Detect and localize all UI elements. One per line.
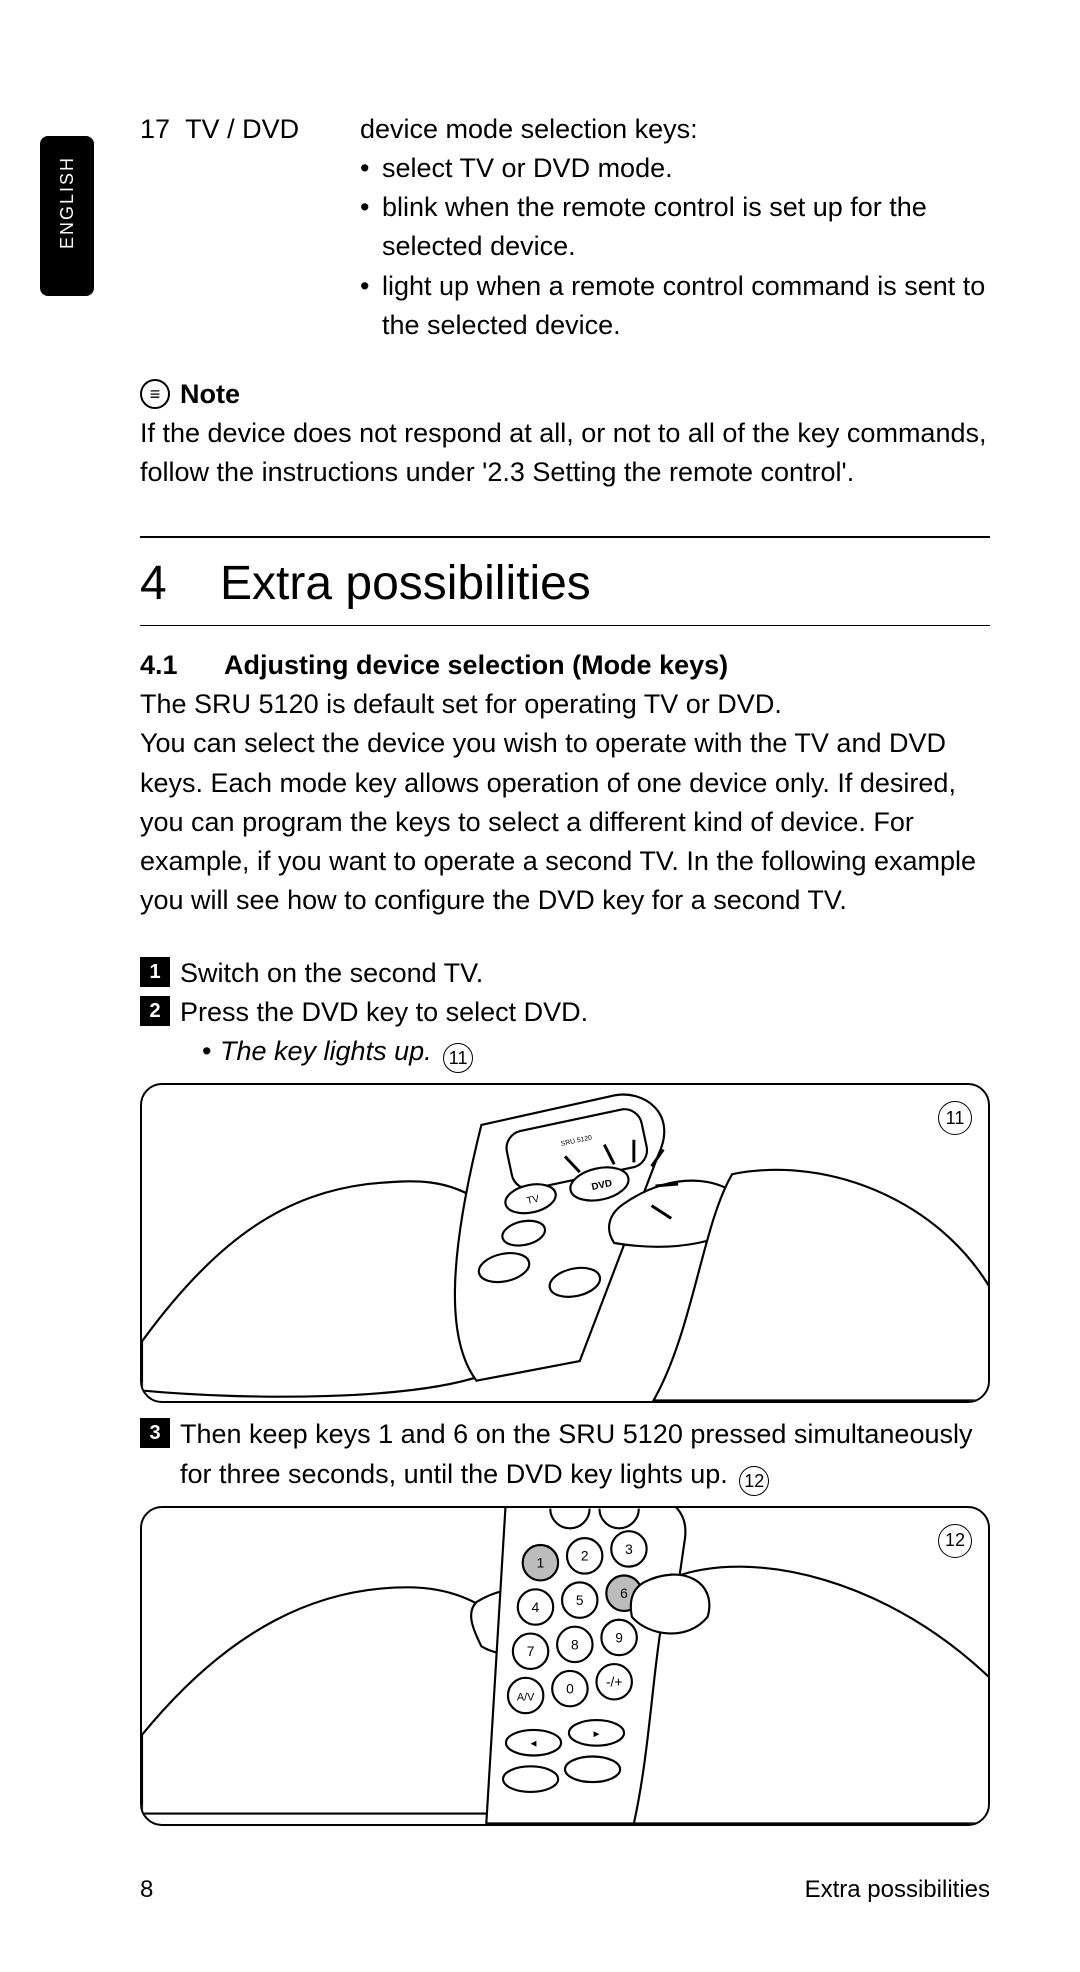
svg-text:8: 8 — [571, 1637, 579, 1652]
step-badge: 1 — [140, 957, 170, 987]
page-content: 17 TV / DVD device mode selection keys: … — [140, 110, 990, 1826]
svg-text:►: ► — [592, 1728, 602, 1739]
step-3: 3 Then keep keys 1 and 6 on the SRU 5120… — [140, 1415, 990, 1495]
page-number: 8 — [140, 1876, 153, 1904]
svg-text:3: 3 — [625, 1541, 633, 1556]
key-bullet: light up when a remote control command i… — [360, 267, 990, 345]
svg-text:0: 0 — [566, 1681, 574, 1696]
illustration-11-svg: TV DVD SRU 5120 — [142, 1085, 988, 1401]
footer-title: Extra possibilities — [805, 1876, 990, 1904]
step-2: 2 Press the DVD key to select DVD. The k… — [140, 993, 990, 1073]
steps-list-cont: 3 Then keep keys 1 and 6 on the SRU 5120… — [140, 1415, 990, 1495]
svg-text:◄: ◄ — [529, 1738, 539, 1749]
step-text: Press the DVD key to select DVD. The key… — [180, 993, 990, 1073]
steps-list: 1 Switch on the second TV. 2 Press the D… — [140, 954, 990, 1073]
step-2-sub: The key lights up. 11 — [180, 1032, 990, 1073]
svg-text:5: 5 — [576, 1593, 584, 1608]
key-description-17: 17 TV / DVD device mode selection keys: … — [140, 110, 990, 345]
key-17-label: 17 TV / DVD — [140, 110, 360, 345]
language-tab: ENGLISH — [40, 136, 94, 296]
note-block: ≡ Note If the device does not respond at… — [140, 375, 990, 492]
section-number: 4 — [140, 556, 220, 611]
svg-text:4: 4 — [532, 1600, 540, 1615]
key-bullet: select TV or DVD mode. — [360, 149, 990, 188]
svg-text:7: 7 — [527, 1644, 535, 1659]
svg-text:-/+: -/+ — [606, 1674, 622, 1689]
manual-page: ENGLISH 17 TV / DVD device mode selectio… — [0, 0, 1080, 1972]
subsection-body: The SRU 5120 is default set for operatin… — [140, 685, 990, 920]
step-badge: 2 — [140, 996, 170, 1026]
subsection-title: Adjusting device selection (Mode keys) — [224, 650, 728, 681]
note-text: If the device does not respond at all, o… — [140, 414, 990, 492]
note-heading: ≡ Note — [140, 375, 990, 414]
note-label: Note — [180, 375, 240, 414]
note-icon: ≡ — [140, 379, 170, 409]
subsection-number: 4.1 — [140, 650, 224, 681]
section-rule-bottom — [140, 625, 990, 626]
step-3-text: Then keep keys 1 and 6 on the SRU 5120 p… — [180, 1419, 972, 1488]
figure-ref-12: 12 — [739, 1466, 769, 1496]
step-badge: 3 — [140, 1418, 170, 1448]
key-intro: device mode selection keys: — [360, 110, 990, 149]
svg-text:9: 9 — [615, 1630, 623, 1645]
illustration-12: 12 — [140, 1506, 990, 1826]
step-1: 1 Switch on the second TV. — [140, 954, 990, 993]
page-footer: 8 Extra possibilities — [140, 1876, 990, 1904]
svg-text:2: 2 — [581, 1548, 589, 1563]
svg-text:1: 1 — [537, 1555, 545, 1570]
key-17-desc: device mode selection keys: select TV or… — [360, 110, 990, 345]
section-title: Extra possibilities — [220, 556, 591, 611]
section-rule-top — [140, 536, 990, 538]
figure-number-12: 12 — [938, 1524, 972, 1558]
language-label: ENGLISH — [57, 156, 78, 249]
key-number: 17 — [140, 114, 170, 144]
illustration-12-svg: 123 456 789 A/V0-/+ ◄► — [142, 1508, 988, 1824]
figure-ref-11: 11 — [443, 1043, 473, 1073]
illustration-11: 11 — [140, 1083, 990, 1403]
key-name: TV / DVD — [185, 114, 299, 144]
step-text: Then keep keys 1 and 6 on the SRU 5120 p… — [180, 1415, 990, 1495]
step-2-text: Press the DVD key to select DVD. — [180, 997, 588, 1027]
step-2-sub-text: The key lights up. — [220, 1036, 432, 1066]
section-heading: 4 Extra possibilities — [140, 556, 990, 611]
step-text: Switch on the second TV. — [180, 954, 990, 993]
subsection-heading: 4.1 Adjusting device selection (Mode key… — [140, 650, 990, 681]
svg-text:6: 6 — [620, 1586, 628, 1601]
key-bullet: blink when the remote control is set up … — [360, 188, 990, 266]
svg-text:A/V: A/V — [517, 1691, 535, 1703]
